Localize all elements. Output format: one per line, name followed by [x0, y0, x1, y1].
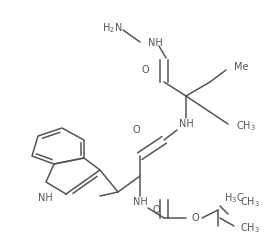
Text: O: O [152, 205, 160, 215]
Text: CH$_3$: CH$_3$ [240, 221, 260, 235]
Text: O: O [132, 125, 140, 135]
Text: CH$_3$: CH$_3$ [240, 195, 260, 209]
Text: CH$_3$: CH$_3$ [236, 119, 256, 133]
Text: O: O [192, 213, 200, 223]
Text: H$_3$C: H$_3$C [224, 191, 244, 205]
Text: NH: NH [38, 193, 53, 203]
Text: O: O [141, 65, 149, 75]
Text: NH: NH [179, 119, 193, 129]
Text: NH: NH [133, 197, 147, 207]
Text: H$_2$N: H$_2$N [102, 21, 122, 35]
Text: Me: Me [234, 62, 248, 72]
Text: NH: NH [148, 38, 163, 48]
